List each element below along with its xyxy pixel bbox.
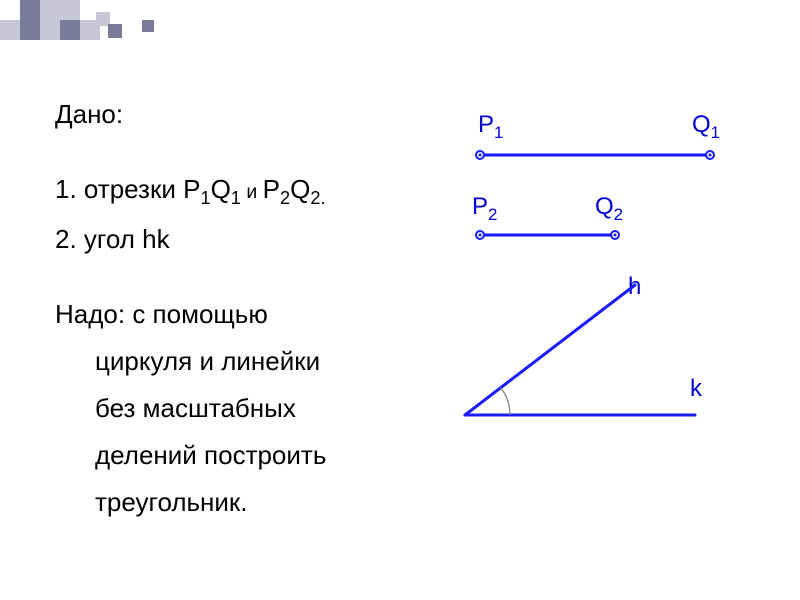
diagram-svg bbox=[440, 105, 760, 445]
need-l2: циркуля и линейки bbox=[55, 342, 375, 381]
given-label: Дано: bbox=[55, 95, 375, 134]
need-l5: треугольник. bbox=[55, 483, 375, 522]
line1-mid3: Q bbox=[290, 174, 310, 204]
need-l1: Надо: с помощью bbox=[55, 295, 375, 334]
line1-sub2: 1 bbox=[231, 188, 241, 208]
diagram: P1 Q1 P2 Q2 h k bbox=[440, 105, 760, 445]
given-line-1: 1. отрезки P1Q1 и P2Q2. bbox=[55, 170, 375, 212]
line1-mid2: P bbox=[263, 174, 280, 204]
spacer bbox=[55, 142, 375, 162]
line1-sub3: 2 bbox=[280, 188, 290, 208]
line1-sub4: 2. bbox=[310, 188, 325, 208]
need-l4: делений построить bbox=[55, 436, 375, 475]
given-line-2: 2. угол hk bbox=[55, 220, 375, 259]
line1-mid1: Q bbox=[211, 174, 231, 204]
need-l3: без масштабных bbox=[55, 389, 375, 428]
content-area: Дано: 1. отрезки P1Q1 и P2Q2. 2. угол hk… bbox=[55, 95, 755, 530]
line1-i: и bbox=[241, 181, 263, 203]
line1-sub1: 1 bbox=[200, 188, 210, 208]
line1-pre: 1. отрезки P bbox=[55, 174, 200, 204]
spacer2 bbox=[55, 267, 375, 287]
text-block: Дано: 1. отрезки P1Q1 и P2Q2. 2. угол hk… bbox=[55, 95, 375, 522]
